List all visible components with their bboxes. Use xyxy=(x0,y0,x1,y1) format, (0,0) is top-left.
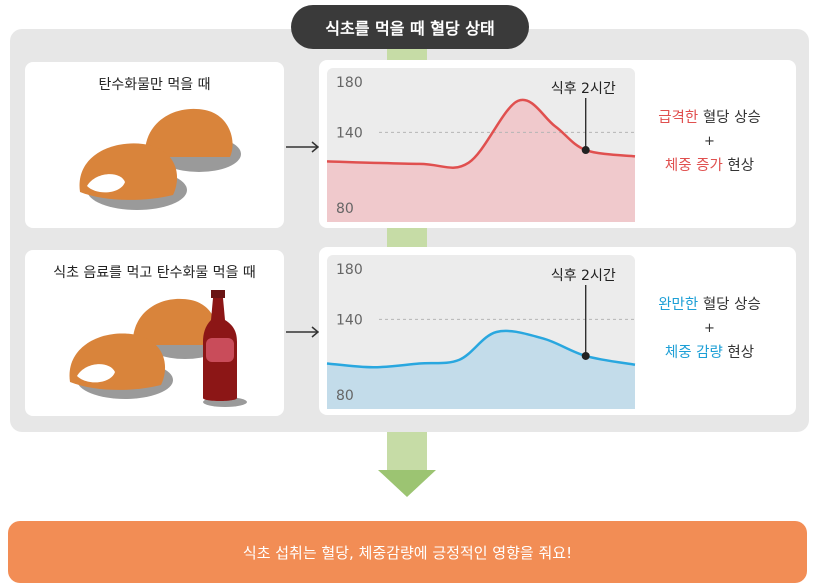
scenario-label: 탄수화물만 먹을 때 xyxy=(98,77,211,93)
annotation-label: 식후 2시간 xyxy=(551,268,616,284)
result-text-carbs-only: 급격한 혈당 상승 + 체중 증가 현상 xyxy=(637,106,782,178)
y-tick-label: 140 xyxy=(336,125,363,141)
flow-arrow-head xyxy=(378,470,436,497)
blood-sugar-card-carbs-only: 180 140 80 식후 2시간 급격한 혈당 상승 + 체중 증가 현상 xyxy=(319,60,796,228)
result-text-vinegar: 완만한 혈당 상승 + 체중 감량 현상 xyxy=(637,293,782,365)
y-tick-label: 180 xyxy=(336,262,363,278)
bread-and-vinegar-bottle-icon xyxy=(69,290,247,407)
flow-arrow-gap-mid xyxy=(387,226,427,250)
result-emphasis-2: 체중 증가 xyxy=(664,158,723,174)
annotation-point xyxy=(581,146,590,155)
result-rest-2: 현상 xyxy=(722,158,755,174)
result-rest: 혈당 상승 xyxy=(698,297,761,313)
y-tick-label: 180 xyxy=(336,75,363,91)
blood-sugar-chart-carbs-only: 180 140 80 식후 2시간 xyxy=(326,68,636,222)
scenario-label: 식초 음료를 먹고 탄수화물 먹을 때 xyxy=(53,265,256,281)
result-emphasis-2: 체중 감량 xyxy=(664,345,723,361)
scenario-card-carbs-only: 탄수화물만 먹을 때 xyxy=(25,62,284,228)
result-emphasis: 급격한 xyxy=(658,110,699,126)
bread-icon xyxy=(79,108,241,210)
page-title: 식초를 먹을 때 혈당 상태 xyxy=(291,5,529,49)
scenario-card-vinegar: 식초 음료를 먹고 탄수화물 먹을 때 xyxy=(25,250,284,416)
y-tick-label: 80 xyxy=(336,201,354,217)
result-plus: + xyxy=(704,134,715,149)
result-plus: + xyxy=(704,321,715,336)
arrow-right-icon xyxy=(286,141,320,153)
series-area xyxy=(327,99,635,222)
y-tick-label: 140 xyxy=(336,312,363,328)
result-emphasis: 완만한 xyxy=(658,297,699,313)
annotation-label: 식후 2시간 xyxy=(551,81,616,97)
arrow-right-icon xyxy=(286,326,320,338)
summary-banner: 식초 섭취는 혈당, 체중감량에 긍정적인 영향을 줘요! xyxy=(8,521,807,583)
result-rest: 혈당 상승 xyxy=(698,110,761,126)
y-tick-label: 80 xyxy=(336,388,354,404)
result-rest-2: 현상 xyxy=(722,345,755,361)
blood-sugar-card-vinegar: 180 140 80 식후 2시간 완만한 혈당 상승 + 체중 감량 현상 xyxy=(319,247,796,415)
blood-sugar-chart-vinegar: 180 140 80 식후 2시간 xyxy=(326,255,636,409)
series-area xyxy=(327,330,635,409)
annotation-point xyxy=(581,351,590,360)
flow-arrow-shaft-bottom xyxy=(387,432,427,472)
